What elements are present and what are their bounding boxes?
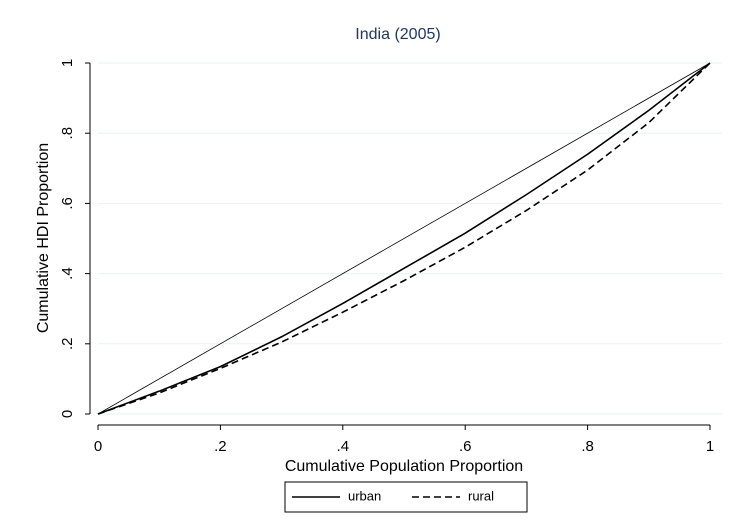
- y-tick-label: 0: [59, 410, 76, 418]
- y-axis-title: Cumulative HDI Proportion: [35, 143, 52, 333]
- legend-label: urban: [348, 488, 381, 503]
- y-tick-label: .8: [59, 127, 76, 140]
- x-tick-label: 0: [94, 438, 102, 455]
- x-tick-label: 1: [706, 438, 714, 455]
- x-tick-label: .4: [337, 438, 350, 455]
- x-tick-label: .2: [214, 438, 227, 455]
- x-tick-label: .8: [581, 438, 594, 455]
- y-tick-label: .6: [59, 197, 76, 210]
- series-line: [97, 62, 711, 415]
- y-tick-label: .4: [59, 267, 76, 280]
- y-tick-label: 1: [59, 59, 76, 67]
- chart-title: India (2005): [355, 26, 440, 43]
- y-tick-label: .2: [59, 338, 76, 351]
- x-tick-label: .6: [459, 438, 472, 455]
- x-axis-title: Cumulative Population Proportion: [285, 458, 523, 475]
- equality-line: [97, 62, 711, 415]
- series-line: [97, 62, 711, 415]
- legend-label: rural: [468, 488, 494, 503]
